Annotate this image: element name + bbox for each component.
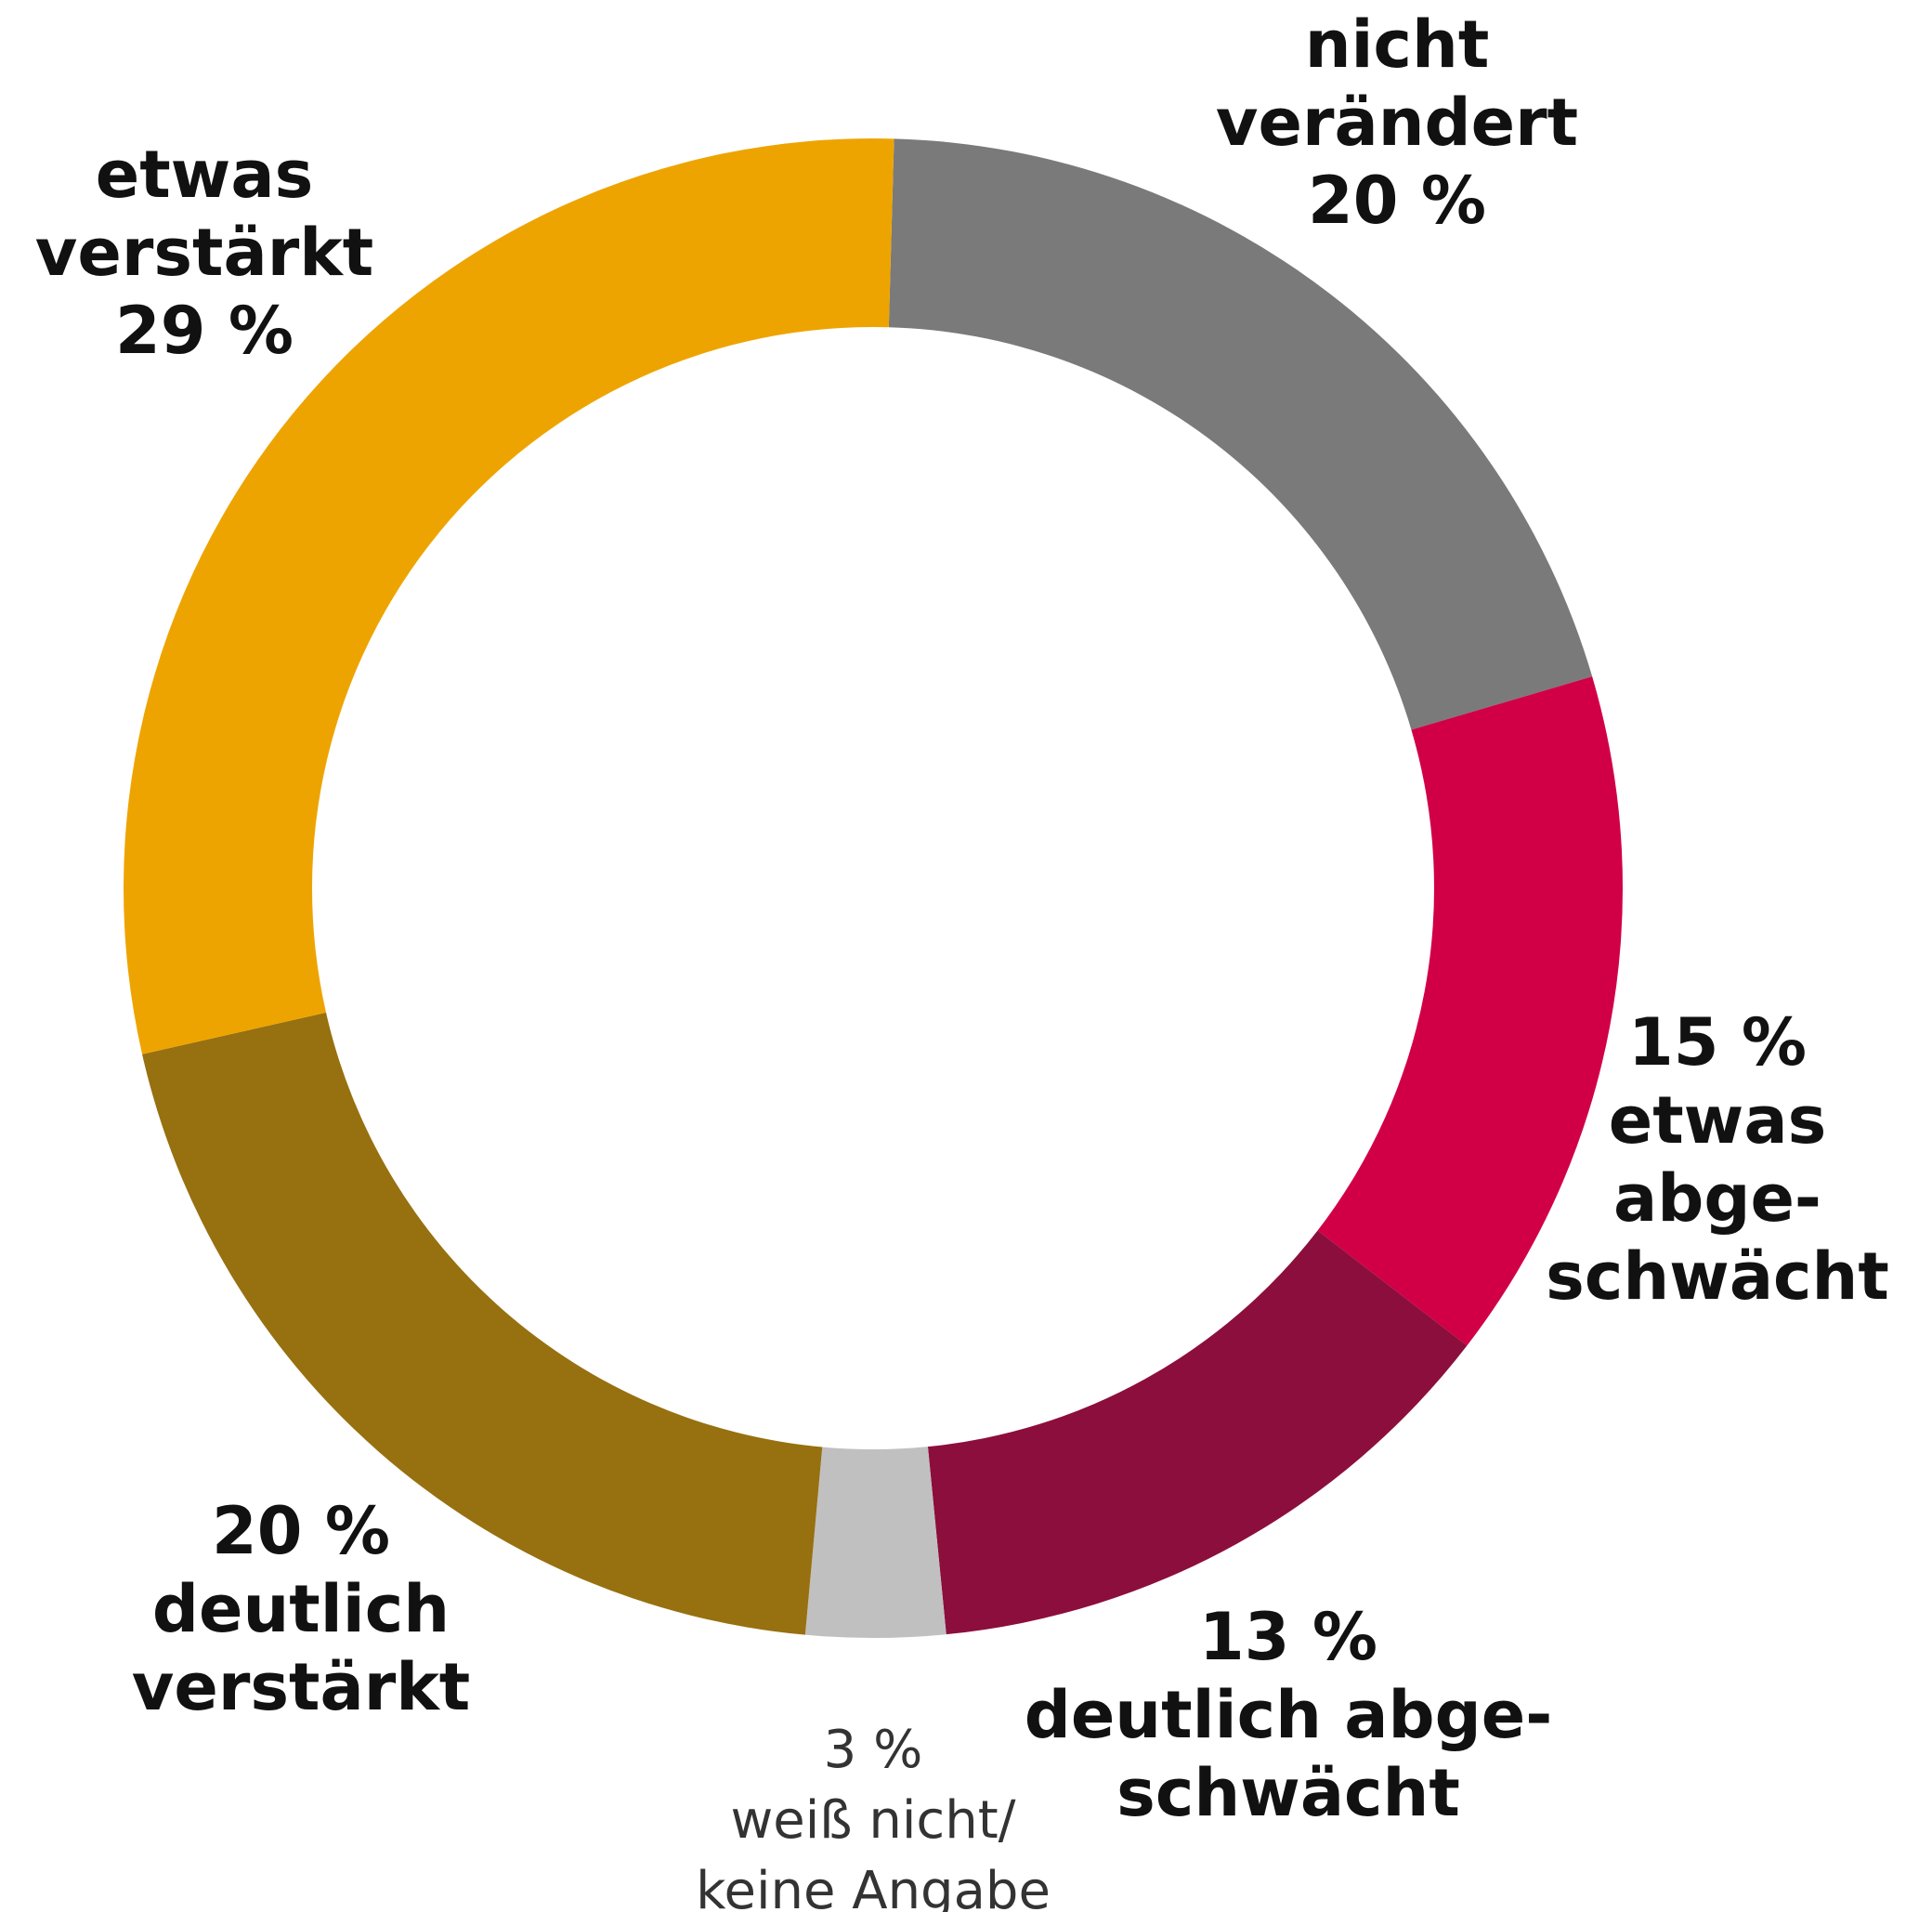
value-label: 20 %	[212, 1493, 390, 1569]
label-line: weiß nicht/	[730, 1790, 1015, 1851]
category-label: deutlich verstärkt	[132, 1571, 471, 1725]
label-line: etwas	[1609, 1082, 1827, 1159]
value-label: 3 %	[824, 1720, 923, 1780]
segment-label: weiß nicht/keine Angabe 3 %	[696, 1720, 1051, 1912]
label-line: abge-	[1613, 1160, 1821, 1237]
category-label: nicht verändert	[1216, 7, 1578, 161]
label-line: deutlich	[152, 1571, 450, 1647]
label-line: etwas	[96, 137, 314, 213]
donut-segment	[124, 138, 894, 1054]
label-line: nicht	[1305, 7, 1490, 83]
category-label: etwas abge-schwächt	[1546, 1082, 1889, 1315]
category-label: etwas verstärkt	[35, 137, 374, 291]
donut-segment	[804, 1447, 946, 1639]
label-line: schwächt	[1116, 1755, 1460, 1831]
label-line: verstärkt	[35, 215, 374, 291]
donut-segment	[142, 1012, 823, 1635]
donut-segment	[888, 138, 1593, 730]
value-label: 20 %	[1308, 163, 1486, 239]
donut-segment	[1317, 676, 1624, 1346]
value-label: 13 %	[1199, 1599, 1377, 1675]
label-line: deutlich abge-	[1025, 1677, 1553, 1753]
value-label: 29 %	[115, 293, 294, 369]
value-label: 15 %	[1628, 1004, 1807, 1080]
category-label: weiß nicht/keine Angabe	[696, 1790, 1051, 1912]
label-line: keine Angabe	[696, 1861, 1051, 1912]
label-line: verändert	[1216, 85, 1578, 161]
label-line: schwächt	[1546, 1238, 1889, 1315]
category-label: deutlich abge-schwächt	[1025, 1677, 1553, 1831]
donut-segment	[927, 1230, 1468, 1635]
label-line: verstärkt	[132, 1649, 471, 1725]
